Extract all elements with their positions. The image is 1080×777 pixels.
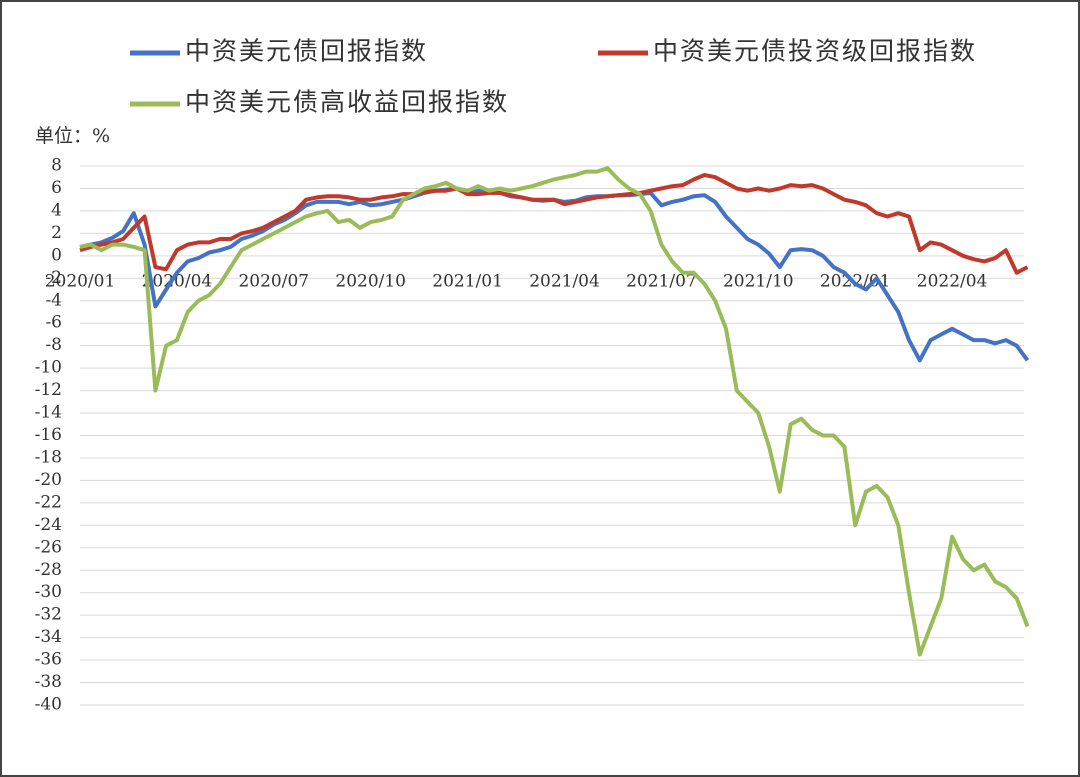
y-tick-label: -18	[35, 447, 62, 467]
x-tick-label: 2021/07	[626, 272, 697, 292]
y-tick-label: -6	[45, 313, 62, 333]
x-tick-label: 2020/01	[45, 272, 116, 292]
y-tick-label: -12	[35, 380, 62, 400]
y-tick-label: -28	[35, 560, 62, 580]
y-tick-label: 6	[51, 178, 62, 198]
y-tick-label: 8	[51, 156, 62, 176]
y-tick-label: -8	[45, 335, 62, 355]
y-tick-label: -40	[35, 695, 62, 715]
y-tick-label: -38	[35, 672, 62, 692]
y-tick-label: -32	[35, 605, 62, 625]
grid: 864 20 -2-4 -6-8 -10-12 -14-16-18 -20-22 -24-26…	[35, 156, 1024, 715]
y-tick-label: -24	[35, 515, 62, 535]
y-tick-label: -36	[35, 650, 62, 670]
y-tick-label: -2	[45, 268, 62, 288]
y-tick-label: -20	[35, 470, 62, 490]
y-tick-label: -4	[45, 290, 62, 310]
series-line	[79, 173, 1029, 275]
y-tick-label: -16	[35, 425, 62, 445]
series-line	[79, 166, 1030, 657]
y-tick-label: -30	[35, 582, 62, 602]
y-tick-label: -14	[35, 403, 62, 423]
y-tick-label: 0	[51, 245, 62, 265]
y-tick-label: -10	[35, 358, 62, 378]
y-tick-label: -26	[35, 537, 62, 557]
y-axis-unit: 单位：%	[35, 125, 110, 147]
legend-label: 中资美元债回报指数	[185, 37, 428, 66]
x-tick-label: 2022/04	[917, 272, 988, 292]
y-tick-label: -22	[35, 492, 62, 512]
x-tick-label: 2020/04	[142, 272, 213, 292]
legend-label: 中资美元债投资级回报指数	[653, 37, 977, 66]
x-tick-label: 2021/10	[723, 272, 794, 292]
y-tick-label: 2	[51, 223, 62, 243]
lines	[79, 166, 1030, 657]
x-tick-label: 2021/04	[529, 272, 600, 292]
y-tick-label: 4	[51, 200, 62, 220]
x-tick-label: 2020/07	[238, 272, 309, 292]
x-tick-label: 2020/10	[335, 272, 406, 292]
legend-label: 中资美元债高收益回报指数	[185, 88, 509, 117]
y-tick-label: -34	[35, 627, 62, 647]
x-tick-label: 2021/01	[432, 272, 503, 292]
